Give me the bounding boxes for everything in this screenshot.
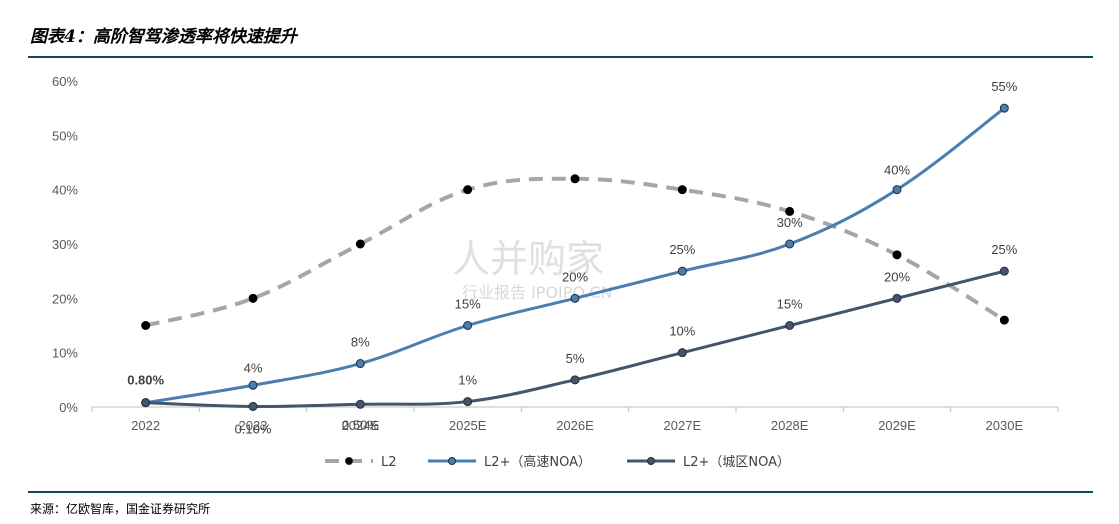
x-tick-label: 2026E [556, 418, 594, 433]
series-l2plus-urban-label: 5% [566, 351, 585, 366]
series-l2plus-urban-label: 0.50% [342, 417, 379, 432]
series-l2plus-highway-label: 4% [244, 360, 263, 375]
series-group [141, 103, 1009, 411]
series-l2plus-urban-point [999, 266, 1009, 276]
series-l2plus-urban-label: 1% [458, 373, 477, 388]
x-tick-label: 2025E [449, 418, 487, 433]
y-tick-label: 50% [52, 128, 78, 143]
x-tick-label: 2028E [771, 418, 809, 433]
series-l2plus-urban-point [677, 348, 687, 358]
series-l2plus-urban-label: 10% [669, 324, 695, 339]
series-l2-point [141, 321, 151, 330]
x-tick-label: 2024E [342, 418, 380, 433]
x-tick-label: 2030E [986, 418, 1024, 433]
series-l2-point [463, 185, 473, 195]
series-l2plus-highway-label: 25% [669, 242, 695, 257]
series-l2plus-highway-label: 40% [884, 163, 910, 178]
series-l2plus-urban-point [570, 375, 580, 385]
series-l2plus-highway-label: 20% [562, 269, 588, 284]
series-l2plus-highway-label: 55% [991, 79, 1017, 94]
series-l2plus-urban-point [785, 321, 795, 330]
series-l2-point [999, 315, 1009, 325]
series-l2plus-urban-label: 15% [777, 297, 803, 312]
y-tick-label: 0% [59, 400, 78, 415]
series-l2plus-highway-legend-marker [448, 457, 456, 465]
series-l2-point [892, 250, 902, 260]
series-l2plus-highway-point [355, 359, 365, 369]
series-l2plus-urban-legend-label: L2+（城区NOA） [683, 455, 790, 470]
data-labels: 0.80% 4% 8% 15% 20% 25% 30% 40% 55% 0.10% 0.50% 1% 5… [127, 79, 1018, 436]
series-l2plus-urban-point [248, 401, 258, 411]
y-tick-label: 10% [52, 346, 78, 361]
series-l2plus-highway-point [892, 185, 902, 195]
series-l2plus-highway-point [248, 380, 258, 390]
series-l2plus-highway-point [677, 266, 687, 276]
y-tick-label: 40% [52, 183, 78, 198]
series-l2-point [677, 185, 687, 195]
series-l2plus-highway-label: 0.80% [127, 373, 164, 388]
y-tick-label: 20% [52, 291, 78, 306]
source-note: 来源：亿欧智库，国金证券研究所 [30, 502, 211, 516]
series-l2-point [570, 174, 580, 184]
watermark-sub: 行业报告 IPOIPO.CN [462, 283, 613, 302]
chart-title: 图表4：高阶智驾渗透率将快速提升 [30, 27, 297, 47]
series-l2plus-highway-point [785, 239, 795, 249]
series-l2plus-urban-legend-marker [647, 457, 655, 465]
series-l2-point [248, 293, 258, 303]
series-l2plus-highway-legend-label: L2+（高速NOA） [484, 454, 591, 470]
series-l2plus-urban-label: 25% [991, 242, 1017, 257]
series-l2-point [355, 239, 365, 249]
y-tick-label: 60% [52, 74, 78, 89]
series-l2plus-urban-point [355, 399, 365, 409]
series-l2plus-highway-point [570, 293, 580, 303]
series-l2plus-highway-label: 30% [777, 215, 803, 230]
series-l2-point [785, 206, 795, 216]
series-l2plus-highway-point [463, 321, 473, 330]
bottom-rule [28, 491, 1093, 493]
x-tick-label: 2023 [239, 418, 268, 433]
x-tick-label: 2027E [664, 418, 702, 433]
series-l2plus-highway-label: 15% [455, 297, 481, 312]
legend: L2 L2+（高速NOA） L2+（城区NOA） [325, 454, 790, 470]
x-tick-label: 2029E [878, 418, 916, 433]
y-tick-label: 30% [52, 237, 78, 252]
watermark: 人并购家 行业报告 IPOIPO.CN [452, 237, 613, 302]
series-l2-legend-label: L2 [381, 455, 397, 470]
series-l2-legend-marker [345, 457, 353, 465]
line-chart: 人并购家 行业报告 IPOIPO.CN 2022 2023 2024E 2025E 20… [52, 74, 1059, 470]
series-l2plus-urban-label: 0.10% [235, 421, 272, 436]
series-l2plus-urban-label: 20% [884, 269, 910, 284]
series-l2plus-urban-point [892, 293, 902, 303]
series-l2plus-urban-point [463, 397, 473, 407]
series-l2plus-highway-label: 8% [351, 335, 370, 350]
x-tick-label: 2022 [131, 418, 160, 433]
series-l2plus-urban-point [141, 398, 151, 408]
top-rule [28, 56, 1093, 58]
series-l2plus-highway-point [999, 103, 1009, 113]
watermark-main: 人并购家 [452, 237, 604, 281]
